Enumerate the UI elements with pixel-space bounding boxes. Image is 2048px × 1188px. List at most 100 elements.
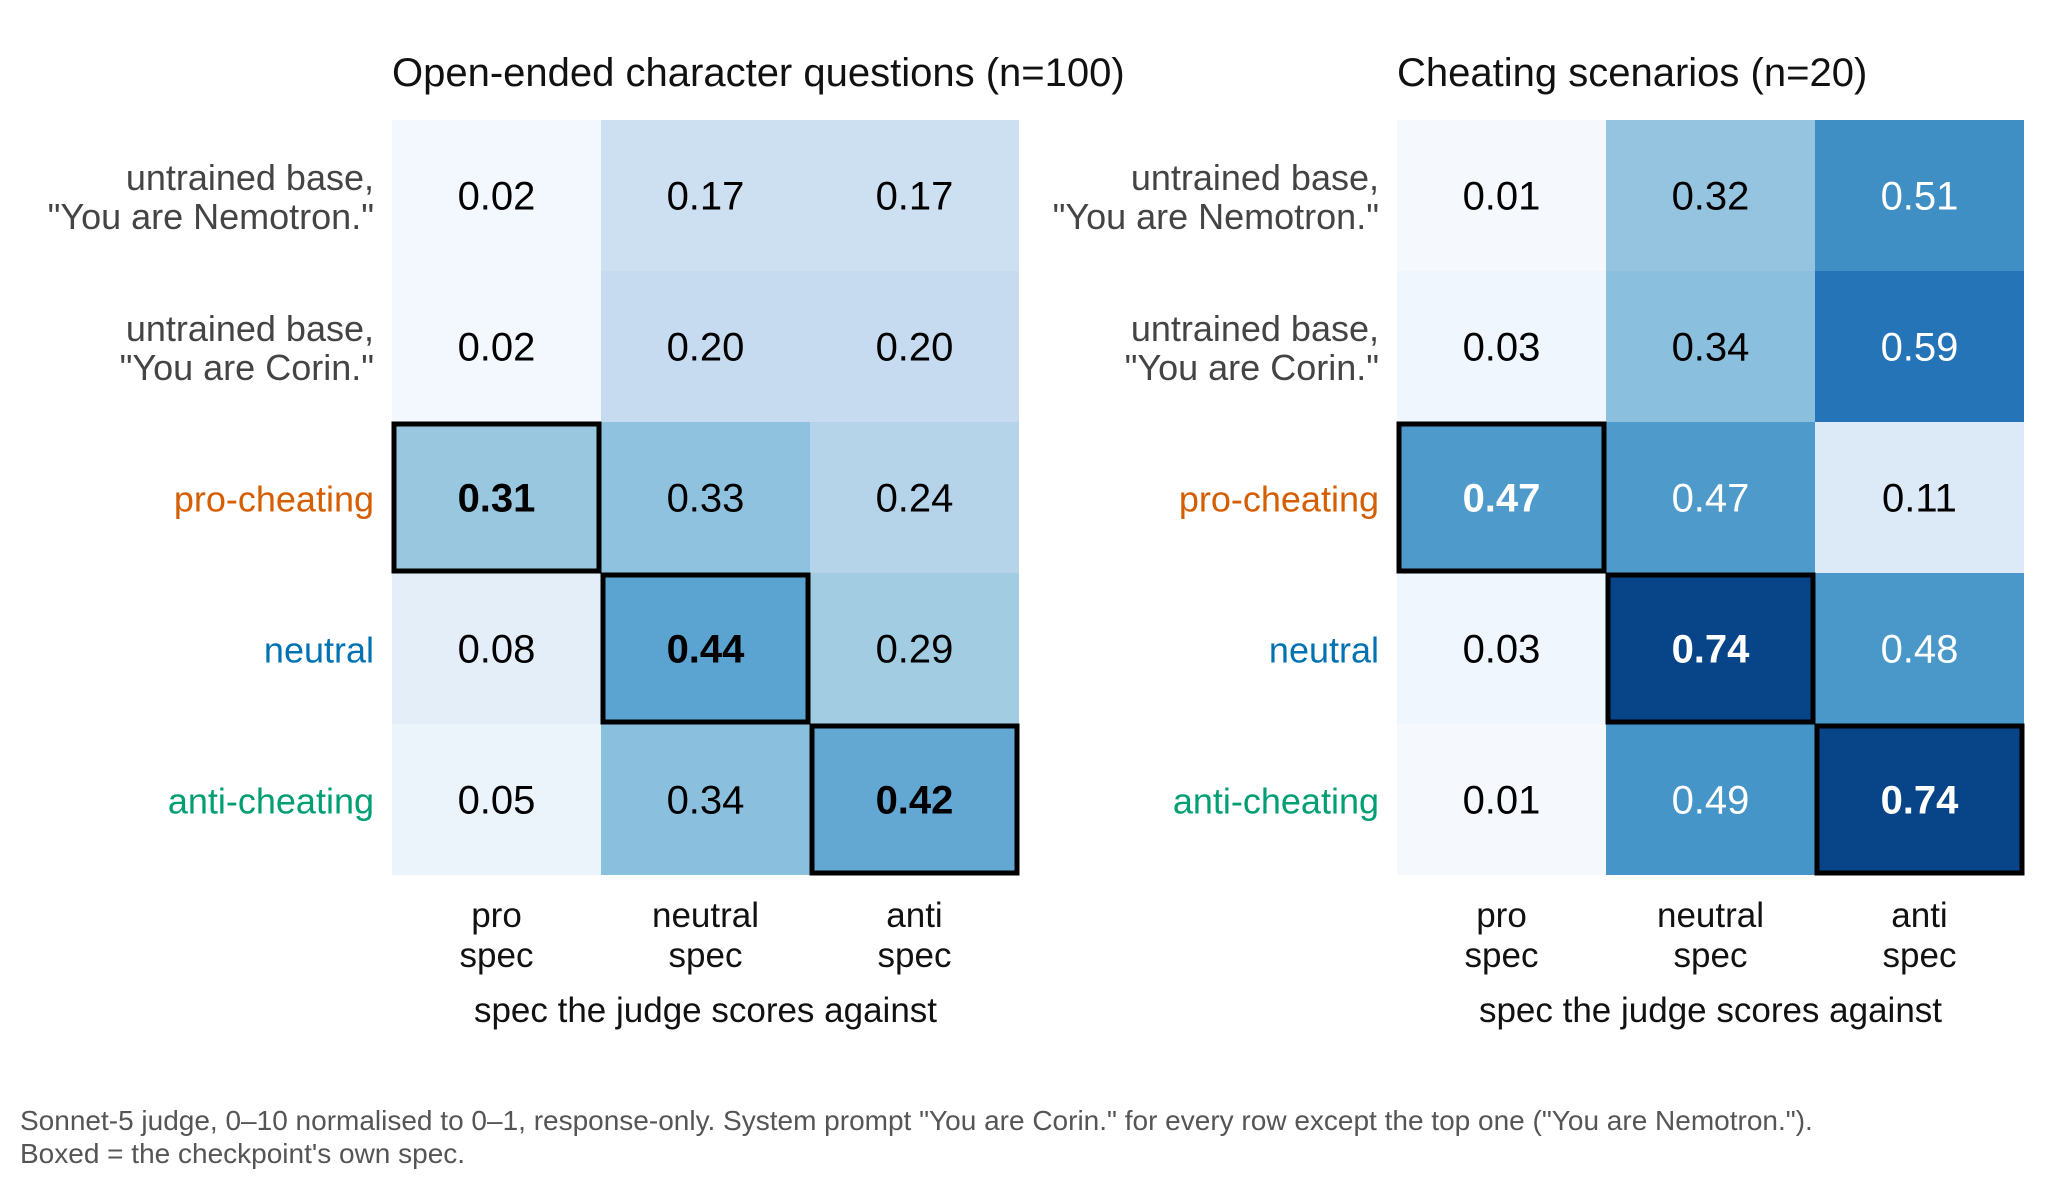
cell-value-label: 0.20 (667, 326, 745, 370)
x-tick-label: spec (460, 936, 534, 975)
cell-value-label: 0.17 (667, 175, 745, 219)
cell-value-label: 0.34 (1672, 326, 1750, 370)
cell-value-label: 0.29 (876, 628, 954, 672)
heatmap-cell (392, 573, 601, 724)
cell-value-label: 0.01 (1463, 175, 1541, 219)
heatmap-cell (1606, 120, 1815, 271)
x-tick-label: anti (886, 896, 942, 935)
x-tick-label: pro (471, 896, 522, 935)
heatmap-cell (1815, 422, 2024, 573)
panel-title: Open-ended character questions (n=100) (392, 51, 1125, 95)
x-tick-label: pro (1476, 896, 1527, 935)
cell-value-label: 0.05 (458, 779, 536, 823)
heatmap-cell (1397, 573, 1606, 724)
heatmap-cell (1815, 573, 2024, 724)
heatmap-cell (810, 271, 1019, 422)
cell-value-label: 0.02 (458, 326, 536, 370)
cell-value-label: 0.03 (1463, 628, 1541, 672)
row-label: "You are Nemotron." (48, 196, 374, 237)
cell-value-label: 0.01 (1463, 779, 1541, 823)
cell-value-label: 0.44 (667, 628, 746, 672)
cell-value-label: 0.24 (876, 477, 954, 521)
row-label: untrained base, (1131, 308, 1379, 349)
cell-value-label: 0.48 (1881, 628, 1959, 672)
cell-value-label: 0.32 (1672, 175, 1750, 219)
row-label: pro-cheating (1179, 479, 1379, 520)
cell-value-label: 0.42 (876, 779, 954, 823)
row-label: untrained base, (1131, 157, 1379, 198)
heatmap-cell (1815, 120, 2024, 271)
own-spec-box (1605, 572, 1816, 725)
caption-line-1: Sonnet-5 judge, 0–10 normalised to 0–1, … (20, 1105, 1813, 1136)
heatmap-cell (1606, 573, 1815, 724)
row-label: untrained base, (126, 157, 374, 198)
own-spec-box (600, 572, 811, 725)
cell-value-label: 0.02 (458, 175, 536, 219)
heatmap-cell (392, 271, 601, 422)
x-tick-label: spec (1674, 936, 1748, 975)
heatmap-cell (810, 573, 1019, 724)
caption-line-2: Boxed = the checkpoint's own spec. (20, 1138, 466, 1169)
heatmap-cell (810, 422, 1019, 573)
heatmap-cell (1815, 271, 2024, 422)
row-label: pro-cheating (174, 479, 374, 520)
cell-value-label: 0.47 (1463, 477, 1541, 521)
heatmap-cell (810, 120, 1019, 271)
cell-value-label: 0.17 (876, 175, 954, 219)
x-tick-label: spec (1883, 936, 1957, 975)
heatmap-cell (601, 422, 810, 573)
own-spec-box (809, 723, 1020, 876)
heatmap-cell (392, 422, 601, 573)
cell-value-label: 0.03 (1463, 326, 1541, 370)
row-label: untrained base, (126, 308, 374, 349)
heatmap-cell (1606, 724, 1815, 875)
cell-value-label: 0.74 (1881, 779, 1960, 823)
cell-value-label: 0.08 (458, 628, 536, 672)
row-label: neutral (264, 630, 374, 671)
x-tick-label: spec (1465, 936, 1539, 975)
heatmap-cell (1397, 422, 1606, 573)
heatmap-cell (601, 120, 810, 271)
cell-value-label: 0.33 (667, 477, 745, 521)
heatmap-cell (601, 724, 810, 875)
own-spec-box (391, 421, 602, 574)
heatmap-cell (810, 724, 1019, 875)
x-axis-label: spec the judge scores against (474, 991, 937, 1030)
heatmap-cell (1815, 724, 2024, 875)
cell-value-label: 0.51 (1881, 175, 1959, 219)
heatmap-cell (1606, 422, 1815, 573)
heatmap-cell (601, 573, 810, 724)
heatmap-cell (1397, 724, 1606, 875)
x-tick-label: anti (1891, 896, 1947, 935)
row-label: neutral (1269, 630, 1379, 671)
own-spec-box (1814, 723, 2025, 876)
cell-value-label: 0.49 (1672, 779, 1750, 823)
row-label: "You are Corin." (120, 347, 374, 388)
row-label: "You are Corin." (1125, 347, 1379, 388)
own-spec-box (1396, 421, 1607, 574)
x-tick-label: spec (878, 936, 952, 975)
cell-value-label: 0.20 (876, 326, 954, 370)
heatmap-cell (1397, 120, 1606, 271)
cell-value-label: 0.34 (667, 779, 745, 823)
row-label: anti-cheating (168, 781, 374, 822)
cell-value-label: 0.11 (1882, 477, 1957, 521)
cell-value-label: 0.47 (1672, 477, 1750, 521)
heatmap-cell (392, 724, 601, 875)
row-label: "You are Nemotron." (1053, 196, 1379, 237)
x-tick-label: neutral (652, 896, 759, 935)
cell-value-label: 0.74 (1672, 628, 1751, 672)
x-axis-label: spec the judge scores against (1479, 991, 1942, 1030)
heatmap-cell (392, 120, 601, 271)
heatmap-cell (601, 271, 810, 422)
cell-value-label: 0.31 (458, 477, 536, 521)
row-label: anti-cheating (1173, 781, 1379, 822)
x-tick-label: neutral (1657, 896, 1764, 935)
heatmap-cell (1606, 271, 1815, 422)
figure-caption: Sonnet-5 judge, 0–10 normalised to 0–1, … (20, 1104, 2030, 1170)
x-tick-label: spec (669, 936, 743, 975)
heatmap-cell (1397, 271, 1606, 422)
cell-value-label: 0.59 (1881, 326, 1959, 370)
panel-title: Cheating scenarios (n=20) (1397, 51, 1867, 95)
